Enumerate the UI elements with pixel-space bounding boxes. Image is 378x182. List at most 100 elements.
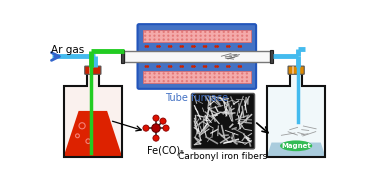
Circle shape: [149, 35, 151, 37]
Circle shape: [190, 76, 192, 78]
Circle shape: [246, 76, 248, 78]
Circle shape: [177, 76, 179, 78]
Circle shape: [195, 38, 197, 41]
Bar: [270, 50, 273, 63]
Circle shape: [204, 80, 206, 82]
Circle shape: [200, 72, 202, 75]
Circle shape: [190, 38, 192, 41]
Circle shape: [204, 31, 206, 33]
Circle shape: [144, 80, 146, 82]
Circle shape: [200, 38, 202, 41]
Polygon shape: [267, 143, 325, 157]
Circle shape: [218, 76, 220, 78]
Circle shape: [223, 76, 225, 78]
Circle shape: [213, 76, 216, 78]
Circle shape: [152, 124, 160, 132]
Circle shape: [218, 38, 220, 41]
Circle shape: [213, 31, 216, 33]
Circle shape: [237, 76, 239, 78]
Circle shape: [172, 76, 174, 78]
Circle shape: [158, 72, 160, 75]
Polygon shape: [64, 111, 122, 157]
Circle shape: [163, 35, 165, 37]
Circle shape: [213, 80, 216, 82]
Circle shape: [246, 35, 248, 37]
Circle shape: [227, 38, 229, 41]
Circle shape: [246, 38, 248, 41]
Circle shape: [204, 35, 206, 37]
Circle shape: [144, 72, 146, 75]
FancyBboxPatch shape: [191, 93, 254, 149]
Circle shape: [190, 80, 192, 82]
Bar: [121, 50, 124, 63]
Bar: [143, 71, 251, 83]
Circle shape: [167, 38, 169, 41]
Circle shape: [149, 80, 151, 82]
Circle shape: [163, 72, 165, 75]
Circle shape: [158, 38, 160, 41]
Circle shape: [204, 72, 206, 75]
Circle shape: [246, 31, 248, 33]
Circle shape: [241, 72, 243, 75]
Circle shape: [241, 76, 243, 78]
Circle shape: [232, 35, 234, 37]
Circle shape: [218, 31, 220, 33]
Circle shape: [177, 35, 179, 37]
Circle shape: [195, 72, 197, 75]
Circle shape: [167, 72, 169, 75]
Circle shape: [200, 80, 202, 82]
Circle shape: [218, 80, 220, 82]
Circle shape: [241, 80, 243, 82]
Circle shape: [223, 80, 225, 82]
Ellipse shape: [280, 141, 312, 151]
Circle shape: [227, 72, 229, 75]
Circle shape: [246, 72, 248, 75]
Text: Ar gas: Ar gas: [51, 45, 85, 55]
Circle shape: [144, 38, 146, 41]
Circle shape: [195, 35, 197, 37]
Text: Tube furnace: Tube furnace: [165, 93, 228, 103]
Circle shape: [237, 72, 239, 75]
Circle shape: [186, 35, 188, 37]
Circle shape: [158, 76, 160, 78]
Circle shape: [153, 31, 156, 33]
Circle shape: [246, 80, 248, 82]
Circle shape: [209, 35, 211, 37]
Text: Magnet: Magnet: [281, 143, 311, 149]
Circle shape: [227, 80, 229, 82]
Circle shape: [163, 76, 165, 78]
FancyBboxPatch shape: [138, 24, 256, 89]
Circle shape: [172, 80, 174, 82]
Circle shape: [167, 31, 169, 33]
Circle shape: [172, 35, 174, 37]
Circle shape: [172, 72, 174, 75]
Circle shape: [195, 31, 197, 33]
Circle shape: [227, 31, 229, 33]
Circle shape: [190, 31, 192, 33]
Circle shape: [172, 31, 174, 33]
Polygon shape: [64, 72, 122, 157]
Circle shape: [153, 38, 156, 41]
Circle shape: [241, 31, 243, 33]
Circle shape: [209, 72, 211, 75]
Circle shape: [163, 31, 165, 33]
Text: Fe(CO)₅: Fe(CO)₅: [147, 145, 184, 155]
Circle shape: [204, 38, 206, 41]
Circle shape: [237, 38, 239, 41]
Circle shape: [186, 38, 188, 41]
Circle shape: [237, 80, 239, 82]
Circle shape: [158, 80, 160, 82]
Circle shape: [181, 76, 183, 78]
Circle shape: [227, 76, 229, 78]
Circle shape: [158, 31, 160, 33]
Circle shape: [177, 38, 179, 41]
Circle shape: [177, 72, 179, 75]
Circle shape: [186, 31, 188, 33]
Circle shape: [144, 31, 146, 33]
Circle shape: [143, 125, 149, 131]
Circle shape: [163, 125, 169, 131]
Circle shape: [223, 31, 225, 33]
Circle shape: [232, 31, 234, 33]
Circle shape: [149, 76, 151, 78]
Circle shape: [200, 31, 202, 33]
